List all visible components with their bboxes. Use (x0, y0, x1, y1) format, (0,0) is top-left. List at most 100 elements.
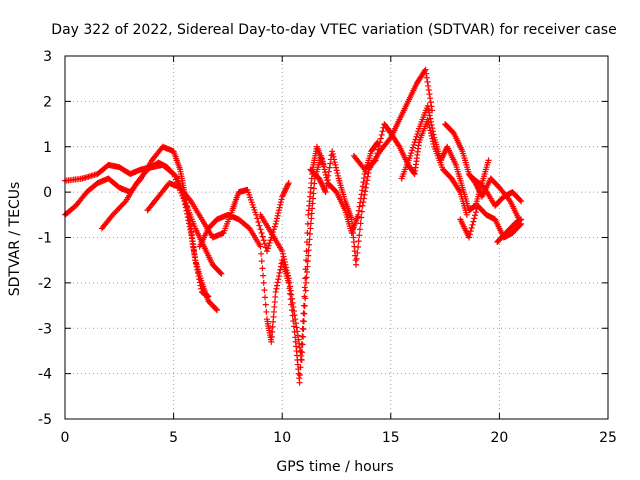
data-point (254, 215, 261, 222)
data-point (279, 248, 286, 255)
data-point (257, 243, 264, 250)
y-axis-label: SDTVAR / TECUs (7, 182, 23, 297)
data-point (319, 158, 326, 165)
data-point (485, 157, 492, 164)
data-point (415, 128, 422, 135)
data-point (424, 102, 431, 109)
data-point (282, 186, 289, 193)
data-point (361, 175, 368, 182)
data-point (412, 136, 419, 143)
data-point (265, 242, 272, 249)
series-3 (98, 159, 225, 277)
data-point (355, 238, 362, 245)
data-point (320, 163, 327, 170)
data-point (217, 269, 224, 276)
data-point (379, 128, 386, 135)
data-point (256, 222, 263, 229)
series-13 (494, 216, 525, 246)
data-point (266, 239, 273, 246)
data-point (303, 268, 310, 275)
data-point (355, 244, 362, 251)
data-point (439, 153, 446, 160)
data-point (296, 340, 303, 347)
data-point (302, 275, 309, 282)
data-point (272, 288, 279, 295)
data-point (260, 272, 267, 279)
data-point (472, 209, 479, 216)
data-point (332, 161, 339, 168)
data-point (363, 180, 370, 187)
data-point (409, 147, 416, 154)
series-8 (350, 116, 470, 218)
data-point (272, 220, 279, 227)
data-point (426, 112, 433, 119)
x-tick-label: 20 (490, 430, 508, 446)
data-point (294, 332, 301, 339)
data-point (121, 199, 128, 206)
data-point (116, 205, 123, 212)
data-point (304, 263, 311, 270)
data-point (192, 257, 199, 264)
data-point (194, 266, 201, 273)
data-markers (62, 66, 525, 386)
data-point (298, 352, 305, 359)
data-point (425, 87, 432, 94)
data-point (329, 151, 336, 158)
data-point (112, 209, 119, 216)
data-point (280, 253, 287, 260)
data-point (322, 189, 329, 196)
data-point (356, 232, 363, 239)
data-point (354, 249, 361, 256)
data-point (197, 282, 204, 289)
data-point (280, 190, 287, 197)
data-point (438, 156, 445, 163)
data-point (429, 125, 436, 132)
data-point (334, 170, 341, 177)
data-point (304, 258, 311, 265)
data-point (273, 282, 280, 289)
data-point (411, 139, 418, 146)
data-point (429, 107, 436, 114)
data-point (185, 217, 192, 224)
data-point (428, 121, 435, 128)
data-point (300, 326, 307, 333)
data-point (330, 153, 337, 160)
data-point (195, 273, 202, 280)
data-point (262, 294, 269, 301)
data-point (187, 221, 194, 228)
data-point (323, 180, 330, 187)
data-point (281, 189, 288, 196)
data-point (288, 291, 295, 298)
data-point (281, 259, 288, 266)
data-point (395, 142, 402, 149)
y-tick-label: -2 (38, 276, 52, 292)
data-point (373, 153, 380, 160)
series-4 (144, 180, 292, 255)
data-point (364, 173, 371, 180)
x-axis-label: GPS time / hours (276, 459, 393, 475)
data-point (182, 200, 189, 207)
data-point (302, 287, 309, 294)
data-point (424, 116, 431, 123)
data-point (290, 303, 297, 310)
data-point (285, 180, 292, 187)
data-point (467, 228, 474, 235)
data-point (356, 203, 363, 210)
data-point (425, 106, 432, 113)
data-point (321, 187, 328, 194)
data-point (274, 279, 281, 286)
data-point (353, 255, 360, 262)
data-point (325, 172, 332, 179)
series-6 (257, 139, 381, 364)
data-point (273, 285, 280, 292)
data-point (267, 237, 274, 244)
data-point (359, 183, 366, 190)
data-point (196, 279, 203, 286)
data-point (375, 146, 382, 153)
y-tick-label: -5 (38, 412, 52, 428)
data-point (258, 229, 265, 236)
data-point (475, 185, 482, 192)
data-point (174, 175, 181, 182)
